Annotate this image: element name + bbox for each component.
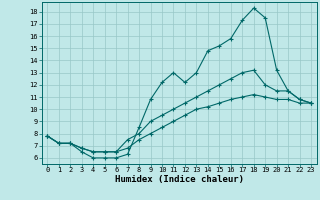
X-axis label: Humidex (Indice chaleur): Humidex (Indice chaleur) — [115, 175, 244, 184]
